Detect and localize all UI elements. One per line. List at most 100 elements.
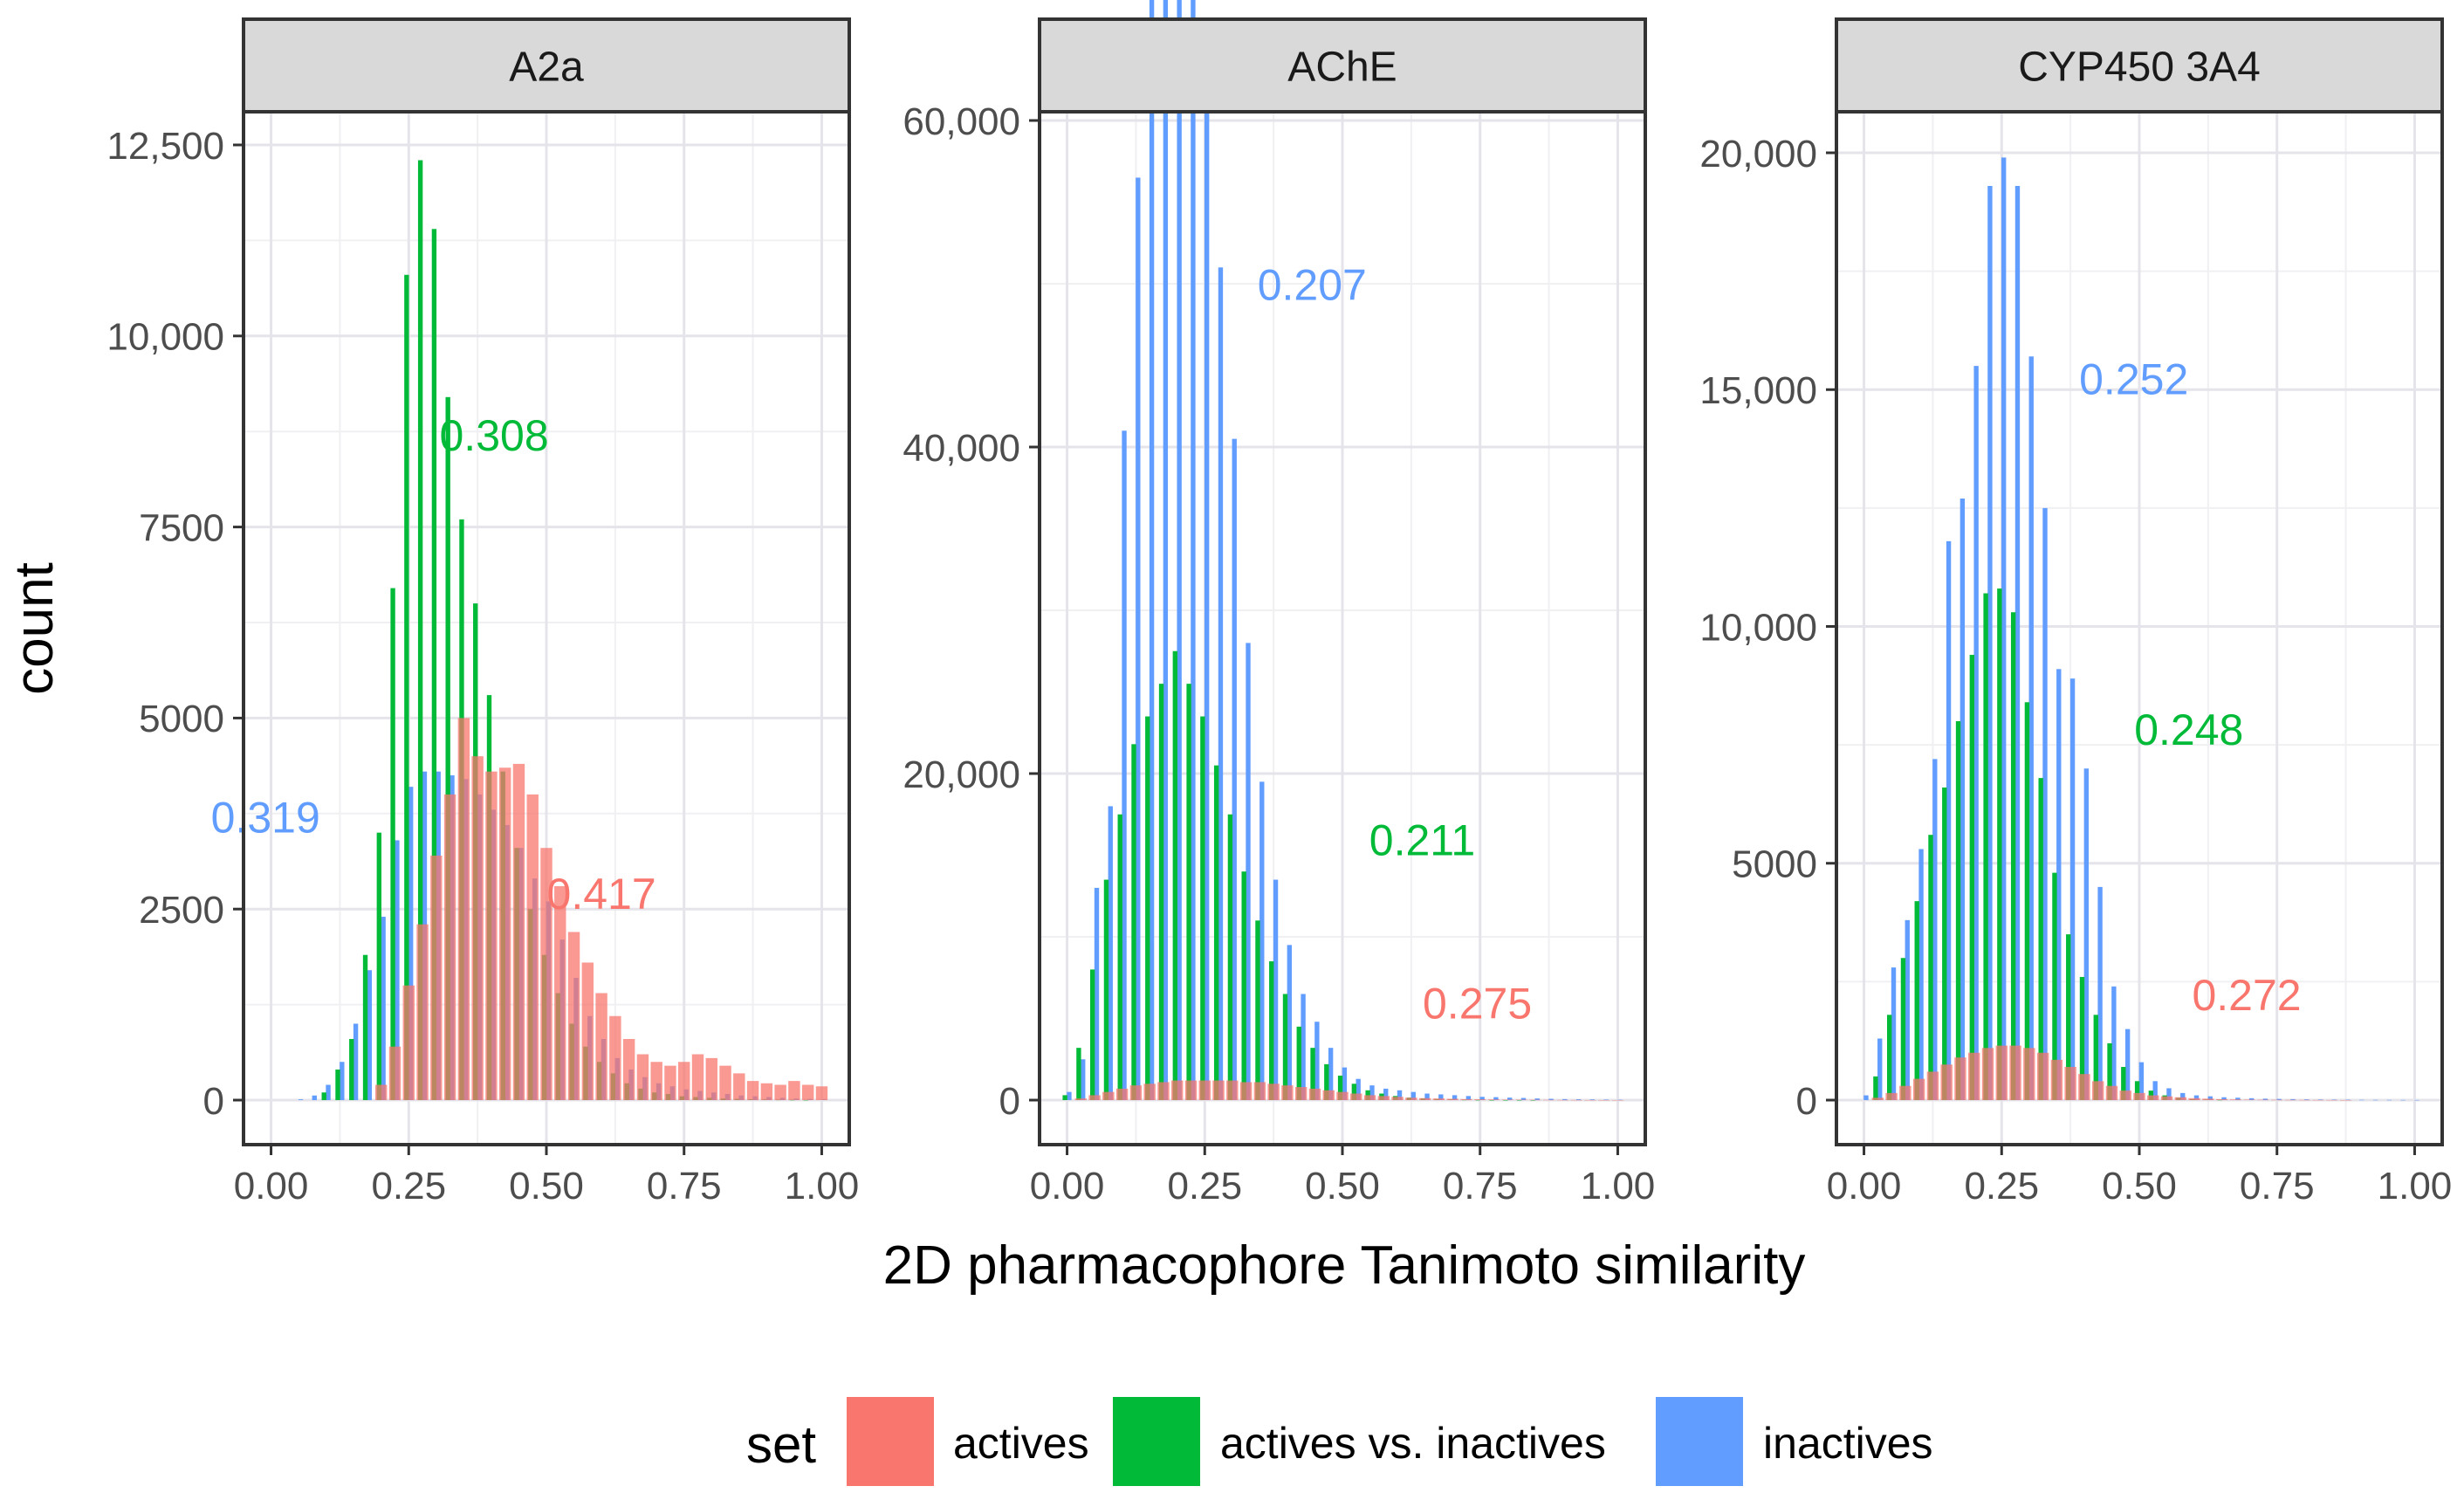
- bar-actives: [2312, 1099, 2324, 1101]
- bar-actives: [1157, 1082, 1170, 1100]
- bar-actives-vs-inactives: [1310, 1048, 1315, 1100]
- bar-actives-vs-inactives: [1324, 1063, 1329, 1100]
- x-tick-label: 0.00: [1030, 1165, 1105, 1207]
- bar-actives: [2009, 1045, 2021, 1100]
- bar-inactives: [1273, 879, 1279, 1100]
- bar-actives: [650, 1062, 662, 1100]
- facet-label: A2a: [509, 44, 584, 90]
- bar-actives-vs-inactives: [1997, 588, 2002, 1100]
- bar-actives: [1597, 1099, 1610, 1101]
- bar-actives: [2188, 1097, 2200, 1100]
- bar-actives: [2160, 1096, 2173, 1100]
- bar-actives-vs-inactives: [2121, 1067, 2126, 1100]
- panel-ache: 0.207 0.211 0.275 AChE 0 20,000 40,000 60,000 0.…: [903, 0, 1655, 1207]
- bar-actives: [2243, 1099, 2255, 1100]
- x-tick-label: 0.75: [1443, 1165, 1518, 1207]
- bar-actives: [1171, 1080, 1184, 1100]
- bar-actives: [1899, 1085, 1911, 1100]
- bar-inactives: [1548, 1098, 1554, 1100]
- y-tick-label: 7500: [139, 506, 224, 549]
- series-actives: [375, 718, 828, 1100]
- bar-actives-vs-inactives: [1062, 1095, 1067, 1100]
- bar-actives-vs-inactives: [1076, 1048, 1081, 1100]
- bar-actives-vs-inactives: [1200, 716, 1205, 1100]
- bar-actives-vs-inactives: [349, 1038, 354, 1100]
- bar-inactives: [2372, 1099, 2378, 1101]
- bar-inactives: [1960, 499, 1966, 1100]
- bar-inactives: [1232, 438, 1237, 1100]
- panel-a2a: 0.308 0.319 0.417 A2a 0 2500 5000 7500 10,000 12,…: [106, 17, 859, 1207]
- x-tick-label: 0.25: [1964, 1165, 2039, 1207]
- bar-actives: [540, 848, 553, 1100]
- bar-actives: [691, 1054, 704, 1100]
- bar-actives: [1212, 1080, 1225, 1100]
- legend-key-actives: [847, 1397, 934, 1486]
- bar-inactives: [1328, 1048, 1334, 1100]
- bar-inactives: [1493, 1097, 1499, 1100]
- bar-actives: [2326, 1099, 2338, 1101]
- bar-inactives: [1465, 1096, 1472, 1100]
- series-inactives: [1863, 157, 2419, 1101]
- bar-inactives: [1479, 1097, 1485, 1100]
- bar-actives: [1391, 1097, 1404, 1100]
- bar-actives: [1308, 1088, 1321, 1100]
- bar-actives: [388, 1046, 402, 1100]
- bar-actives: [416, 924, 429, 1100]
- bar-actives: [2064, 1067, 2076, 1100]
- bar-inactives: [353, 1023, 359, 1100]
- bar-actives-vs-inactives: [1296, 1026, 1301, 1100]
- bar-inactives: [1987, 185, 1993, 1101]
- bar-actives-vs-inactives: [1145, 716, 1150, 1100]
- bar-actives-vs-inactives: [2079, 976, 2085, 1100]
- x-tick-label: 0.00: [1827, 1165, 1902, 1207]
- annotation-inactives: 0.252: [2079, 355, 2188, 404]
- bar-inactives: [1149, 0, 1155, 1100]
- bar-inactives: [2193, 1095, 2200, 1100]
- bar-actives: [2133, 1092, 2145, 1100]
- bar-actives-vs-inactives: [1955, 721, 1961, 1100]
- bar-actives: [1102, 1091, 1115, 1100]
- y-tick-label: 5000: [1732, 843, 1817, 886]
- bar-actives: [1501, 1099, 1513, 1100]
- bar-actives: [567, 932, 580, 1100]
- bar-inactives: [381, 916, 386, 1100]
- legend-label-actives-vs-inactives: actives vs. inactives: [1220, 1419, 1606, 1468]
- bar-actives-vs-inactives: [1503, 1099, 1508, 1101]
- bar-actives-vs-inactives: [2107, 1042, 2112, 1100]
- bar-inactives: [1918, 849, 1924, 1100]
- legend-label-actives: actives: [953, 1419, 1089, 1468]
- legend: set actives actives vs. inactives inacti…: [746, 1397, 1933, 1486]
- bar-inactives: [1905, 919, 1910, 1100]
- y-tick-label: 0: [203, 1080, 224, 1123]
- bar-actives-vs-inactives: [376, 832, 381, 1100]
- bar-actives: [760, 1083, 773, 1100]
- bar-actives: [457, 718, 470, 1100]
- bar-actives-vs-inactives: [1886, 1015, 1892, 1100]
- bar-inactives: [1617, 1099, 1623, 1101]
- bar-actives: [1239, 1082, 1253, 1100]
- bar-inactives: [2001, 157, 2007, 1100]
- bar-actives-vs-inactives: [1983, 593, 1988, 1100]
- bar-actives: [622, 1038, 635, 1100]
- bar-inactives: [1259, 781, 1265, 1100]
- bar-actives: [1432, 1098, 1445, 1100]
- bar-inactives: [1301, 994, 1306, 1100]
- bar-inactives: [2097, 886, 2103, 1100]
- bar-inactives: [2180, 1092, 2186, 1100]
- bar-inactives: [298, 1099, 304, 1100]
- bar-inactives: [1863, 1095, 1869, 1100]
- bar-actives: [443, 794, 456, 1100]
- y-tick-label: 0: [999, 1080, 1020, 1123]
- series-actives-vs-inactives: [1873, 588, 2222, 1101]
- bar-actives: [1460, 1098, 1472, 1100]
- bar-inactives: [2221, 1097, 2227, 1100]
- bar-inactives: [1191, 0, 1196, 1100]
- x-tick-label: 0.75: [2240, 1165, 2315, 1207]
- bar-inactives: [395, 840, 400, 1100]
- bar-actives: [2257, 1099, 2269, 1101]
- bar-actives-vs-inactives: [417, 160, 423, 1100]
- bar-inactives: [1314, 1022, 1320, 1100]
- bar-inactives: [1122, 430, 1127, 1100]
- series-actives: [1074, 1080, 1624, 1101]
- bar-actives: [788, 1081, 800, 1100]
